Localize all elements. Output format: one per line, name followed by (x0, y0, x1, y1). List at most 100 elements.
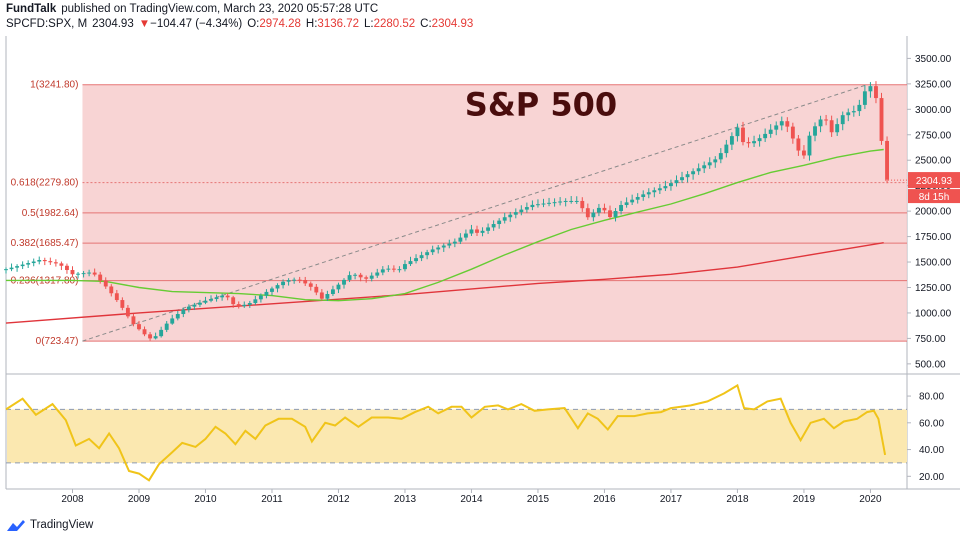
candle-body (81, 273, 86, 275)
candle-body (92, 272, 97, 275)
candle-body (757, 138, 762, 142)
candle-body (785, 121, 790, 127)
candle-body (391, 268, 396, 270)
candle-body (519, 209, 524, 213)
last-price-badge (908, 172, 960, 189)
candle-body (258, 295, 263, 300)
countdown-badge (908, 189, 960, 204)
candle-body (319, 292, 324, 299)
candle-body (885, 140, 889, 180)
candle-body (447, 243, 452, 246)
time-tick-label: 2009 (128, 494, 151, 505)
candle-body (530, 204, 535, 208)
rsi-pane: 20.00 40.00 60.00 80.00 (5, 383, 944, 483)
candle-body (807, 135, 812, 156)
candle-body (142, 329, 147, 335)
candle-body (602, 207, 607, 211)
candle-body (813, 126, 817, 136)
candle-body (120, 300, 125, 308)
candle-body (159, 329, 164, 337)
candle-body (851, 111, 856, 113)
fibonacci-retracement[interactable]: 1(3241.80) 0.618(2279.80) 0.5(1982.64) 0.38… (11, 80, 908, 347)
candle-body (286, 280, 291, 282)
open-value: 2974.28 (259, 18, 301, 30)
candle-body (441, 245, 446, 248)
candle-body (729, 136, 734, 145)
time-tick-label: 2020 (859, 494, 882, 505)
fib-level-label: 1(3241.80) (30, 80, 78, 91)
candle-body (608, 210, 612, 217)
candle-body (452, 241, 457, 244)
candle-body (70, 270, 75, 275)
candle-body (685, 174, 690, 178)
candle-body (59, 263, 64, 266)
candle-body (375, 272, 380, 276)
price-tick-label: 1250.00 (915, 283, 952, 294)
rsi-line (5, 383, 887, 482)
candle-body (580, 200, 585, 209)
candle-body (181, 309, 186, 315)
time-tick-label: 2008 (61, 494, 84, 505)
published-text: published on TradingView.com, March 23, … (61, 3, 379, 15)
candle-body (857, 104, 862, 112)
candle-body (125, 307, 130, 317)
trend-line (82, 84, 868, 342)
candle-body (330, 289, 335, 295)
candle-body (325, 294, 330, 299)
candle-body (707, 162, 712, 166)
candle-body (414, 258, 418, 262)
price-tick-label: 1500.00 (915, 258, 952, 269)
price-tick-label: 1000.00 (915, 308, 952, 319)
sma-long-line (5, 242, 884, 324)
candle-body (247, 303, 252, 305)
candle-body (824, 119, 829, 121)
symbol-info: SPCFD:SPX, M 2304.93 ▼−104.47 (−4.34%) O:29… (6, 18, 473, 30)
time-tick-label: 2019 (793, 494, 816, 505)
candle-body (796, 138, 801, 151)
candle-body (469, 229, 474, 234)
candle-body (491, 224, 496, 228)
candle-body (430, 249, 435, 253)
candle-body (774, 125, 779, 130)
candle-body (513, 212, 518, 215)
candle-body (419, 255, 424, 259)
candle-body (192, 304, 197, 307)
high-label: H: (305, 18, 318, 30)
candle-body (242, 304, 247, 307)
sma-short-line (6, 148, 884, 302)
candle-body (225, 295, 230, 298)
candle-body (680, 177, 684, 181)
candle-body (558, 201, 563, 203)
close-label: C: (420, 18, 432, 30)
candle-body (292, 279, 297, 281)
candle-body (358, 274, 363, 278)
candle-body (663, 186, 668, 189)
tradingview-footer[interactable]: TradingView (6, 515, 93, 535)
low-value: 2280.52 (373, 18, 416, 30)
candle-body (369, 275, 374, 279)
candle-body (364, 277, 369, 279)
candle-body (846, 112, 851, 116)
text-labels: S&P 500 2304.93 8d 15h (465, 85, 960, 204)
candle-body (4, 269, 8, 271)
close-value: 2304.93 (431, 18, 474, 30)
candle-body (87, 272, 92, 274)
low-label: L: (364, 18, 374, 30)
candle-body (768, 129, 773, 134)
candle-body (26, 263, 31, 265)
candle-body (253, 299, 258, 304)
candle-body (37, 260, 42, 262)
candle-body (801, 150, 806, 156)
candle-body (336, 284, 341, 290)
publisher-name[interactable]: FundTalk (6, 3, 57, 15)
candle-body (552, 202, 557, 204)
symbol-label[interactable]: SPCFD:SPX, M (6, 18, 88, 30)
candle-body (48, 261, 53, 263)
countdown-label: 8d 15h (919, 192, 950, 203)
last-price-label: 2304.93 (916, 176, 953, 187)
time-tick-label: 2011 (261, 494, 283, 505)
rsi-tick-label: 20.00 (919, 472, 944, 483)
candle-body (463, 233, 468, 238)
candle-body (15, 266, 20, 268)
